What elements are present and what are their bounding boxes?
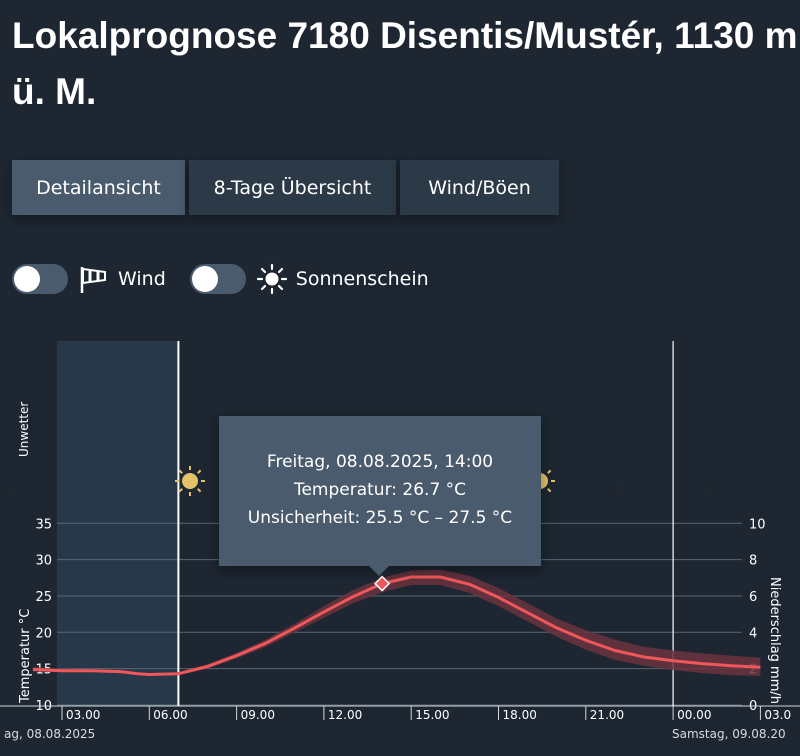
tooltip-temperature: Temperatur: 26.7 °C	[293, 480, 467, 500]
sun-ray	[197, 469, 202, 474]
y-left-tick-label: 30	[35, 554, 52, 569]
moon-shape	[702, 468, 716, 494]
day-label: Samstag, 09.08.20	[672, 727, 786, 741]
storm-row-label: Unwetter	[17, 402, 31, 457]
page-title: Lokalprognose 7180 Disentis/Mustér, 1130…	[12, 15, 798, 112]
wind-toggle-label: Wind	[118, 268, 166, 290]
sunshine-toggle[interactable]	[189, 264, 246, 294]
uncertainty-band	[32, 569, 761, 676]
sunshine-toggle-knob	[191, 266, 218, 292]
tooltip-uncertainty: Unsicherheit: 25.5 °C – 27.5 °C	[247, 508, 513, 528]
x-tick-label: 09.00	[241, 708, 275, 722]
sunshine-toggle-label: Sonnenschein	[295, 268, 429, 290]
moon-icon	[10, 468, 24, 494]
tooltip-arrow	[369, 566, 389, 576]
sun-ray	[547, 488, 552, 493]
y-right-tick-label: 8	[749, 554, 757, 569]
moon-shape	[10, 468, 24, 494]
sun-icon	[175, 466, 205, 496]
y-right-axis-label: Niederschlag mm/h	[767, 577, 782, 704]
x-tick-label: 18.00	[503, 708, 537, 722]
day-label: ag, 08.08.2025	[4, 727, 95, 741]
y-left-tick-label: 20	[35, 626, 52, 641]
tooltip-date: Freitag, 08.08.2025, 14:00	[266, 452, 494, 472]
sun-ray	[197, 488, 202, 493]
moon-icon	[617, 468, 631, 494]
tab-wind-boeen[interactable]: Wind/Böen	[400, 160, 559, 215]
y-right-tick-label: 10	[749, 517, 766, 532]
tab-8-tage-uebersicht[interactable]: 8-Tage Übersicht	[189, 160, 396, 215]
y-left-tick-label: 25	[35, 590, 52, 605]
x-tick-label: 00.00	[677, 708, 711, 722]
y-left-tick-label: 35	[35, 517, 52, 532]
layer-toggles: Wind Sonnenschein	[12, 262, 453, 296]
y-left-axis-label: Temperatur °C	[18, 609, 33, 704]
sun-disc	[182, 473, 198, 489]
sun-ray	[547, 469, 552, 474]
sun-icon	[256, 263, 287, 295]
chart-tooltip: Freitag, 08.08.2025, 14:00 Temperatur: 2…	[219, 416, 541, 576]
y-right-tick-label: 6	[749, 590, 757, 605]
moon-shape	[617, 468, 631, 494]
x-tick-label: 15.00	[415, 708, 449, 722]
sun-ray	[178, 488, 183, 493]
x-tick-label: 12.00	[328, 708, 362, 722]
view-tabs: Detailansicht 8-Tage Übersicht Wind/Böen	[12, 160, 559, 215]
x-tick-label: 06.00	[153, 708, 187, 722]
wind-toggle-knob	[14, 266, 40, 292]
wind-toggle-group: Wind	[12, 263, 166, 295]
x-tick-label: 03.00	[66, 708, 100, 722]
y-right-tick-label: 4	[749, 626, 757, 641]
sunshine-toggle-group: Sonnenschein	[189, 263, 429, 295]
wind-toggle[interactable]	[12, 264, 68, 294]
tab-detailansicht[interactable]: Detailansicht	[12, 160, 185, 215]
x-tick-label: 21.00	[590, 708, 624, 722]
sun-ray	[178, 469, 183, 474]
moon-icon	[702, 468, 716, 494]
x-tick-label: 03.0	[764, 708, 791, 722]
windsock-icon	[80, 267, 106, 293]
highlighted-data-point	[374, 575, 391, 592]
